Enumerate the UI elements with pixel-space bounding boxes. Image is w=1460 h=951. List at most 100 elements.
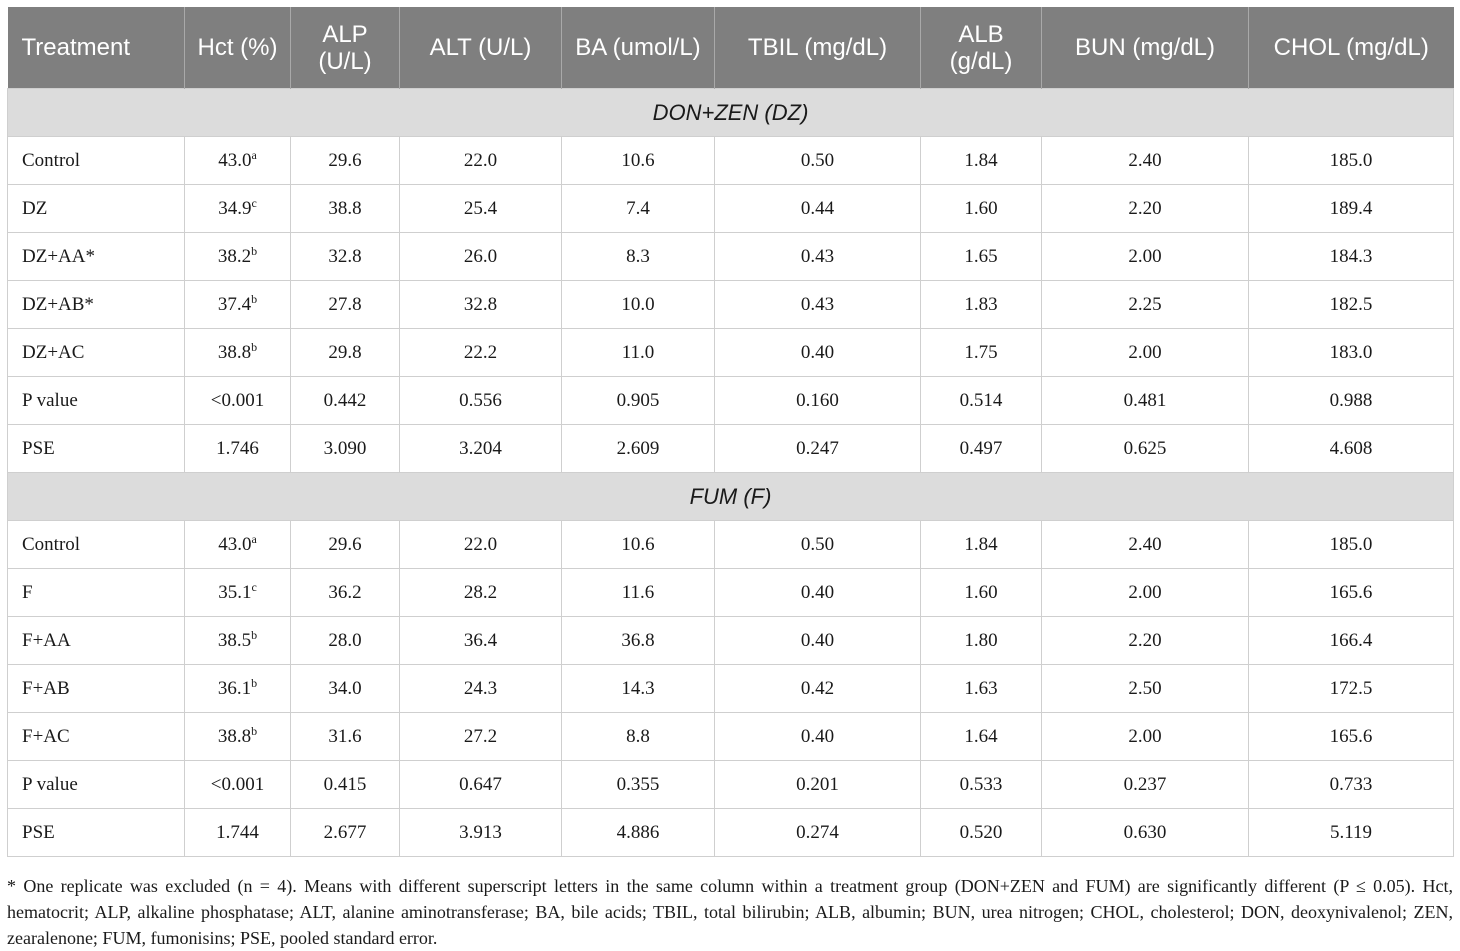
significance-superscript: b <box>251 675 258 690</box>
significance-superscript: b <box>251 291 258 306</box>
cell-alp: 36.2 <box>290 568 400 617</box>
significance-superscript: c <box>251 195 257 210</box>
table-row: PSE 1.746 3.090 3.204 2.609 0.247 0.497 0.625 4.… <box>7 424 1454 473</box>
hct-value: 34.9 <box>218 197 252 219</box>
cell-chol: 185.0 <box>1248 520 1454 569</box>
cell-hct: 36.1b <box>184 664 291 713</box>
cell-tbil: 0.40 <box>714 568 921 617</box>
hct-value: 37.4 <box>217 293 252 315</box>
cell-alt: 3.204 <box>399 424 562 473</box>
cell-treatment: PSE <box>7 424 185 473</box>
cell-chol: 172.5 <box>1248 664 1454 713</box>
group-title: DON+ZEN (DZ) <box>7 88 1454 137</box>
cell-alt: 0.647 <box>399 760 562 809</box>
significance-superscript: b <box>251 627 258 642</box>
cell-treatment: P value <box>7 376 185 425</box>
cell-alp: 2.677 <box>290 808 400 857</box>
cell-chol: 0.988 <box>1248 376 1454 425</box>
hct-value: 1.744 <box>216 821 259 843</box>
significance-superscript: b <box>251 723 258 738</box>
significance-superscript: b <box>251 339 258 354</box>
hct-value: 1.746 <box>216 437 259 459</box>
hct-value: 38.5 <box>217 629 252 651</box>
significance-superscript: a <box>251 531 257 546</box>
cell-ba: 10.6 <box>561 136 715 185</box>
cell-alp: 32.8 <box>290 232 400 281</box>
cell-tbil: 0.44 <box>714 184 921 233</box>
cell-treatment: F+AB <box>7 664 185 713</box>
cell-ba: 4.886 <box>561 808 715 857</box>
cell-treatment: F+AC <box>7 712 185 761</box>
cell-alp: 34.0 <box>290 664 400 713</box>
header-alp: ALP (U/L) <box>290 7 400 89</box>
header-alt: ALT (U/L) <box>399 7 562 89</box>
cell-chol: 183.0 <box>1248 328 1454 377</box>
cell-tbil: 0.160 <box>714 376 921 425</box>
hct-value: <0.001 <box>210 389 265 411</box>
cell-alb: 1.65 <box>920 232 1042 281</box>
cell-tbil: 0.247 <box>714 424 921 473</box>
cell-chol: 4.608 <box>1248 424 1454 473</box>
table-footnote: * One replicate was excluded (n = 4). Me… <box>7 876 1453 948</box>
cell-tbil: 0.201 <box>714 760 921 809</box>
table-row: DZ+AB* 37.4b 27.8 32.8 10.0 0.43 1.83 2.25 182.5 <box>7 280 1454 329</box>
hct-value: 38.8 <box>217 725 252 747</box>
cell-chol: 5.119 <box>1248 808 1454 857</box>
cell-alp: 0.442 <box>290 376 400 425</box>
table-body: DON+ZEN (DZ) Control 43.0a 29.6 22.0 10.6 0.50… <box>7 88 1454 857</box>
cell-chol: 182.5 <box>1248 280 1454 329</box>
cell-ba: 0.355 <box>561 760 715 809</box>
cell-chol: 0.733 <box>1248 760 1454 809</box>
significance-superscript: b <box>251 243 258 258</box>
header-tbil: TBIL (mg/dL) <box>714 7 921 89</box>
cell-bun: 2.00 <box>1041 328 1249 377</box>
cell-tbil: 0.274 <box>714 808 921 857</box>
cell-bun: 0.481 <box>1041 376 1249 425</box>
cell-alp: 31.6 <box>290 712 400 761</box>
cell-alb: 0.520 <box>920 808 1042 857</box>
cell-chol: 166.4 <box>1248 616 1454 665</box>
cell-tbil: 0.40 <box>714 616 921 665</box>
cell-treatment: DZ+AB* <box>7 280 185 329</box>
cell-hct: 38.8b <box>184 712 291 761</box>
cell-ba: 8.8 <box>561 712 715 761</box>
cell-hct: 1.744 <box>184 808 291 857</box>
cell-alt: 28.2 <box>399 568 562 617</box>
cell-chol: 185.0 <box>1248 136 1454 185</box>
cell-alb: 1.84 <box>920 520 1042 569</box>
cell-treatment: F+AA <box>7 616 185 665</box>
cell-tbil: 0.40 <box>714 712 921 761</box>
cell-ba: 8.3 <box>561 232 715 281</box>
cell-alb: 0.497 <box>920 424 1042 473</box>
cell-bun: 2.00 <box>1041 568 1249 617</box>
table-row: PSE 1.744 2.677 3.913 4.886 0.274 0.520 0.630 5.… <box>7 808 1454 857</box>
cell-hct: 43.0a <box>184 136 291 185</box>
cell-bun: 0.630 <box>1041 808 1249 857</box>
cell-alt: 22.2 <box>399 328 562 377</box>
cell-alt: 32.8 <box>399 280 562 329</box>
table-row: F+AB 36.1b 34.0 24.3 14.3 0.42 1.63 2.50 172.5 <box>7 664 1454 713</box>
cell-alp: 28.0 <box>290 616 400 665</box>
cell-tbil: 0.43 <box>714 232 921 281</box>
cell-alp: 38.8 <box>290 184 400 233</box>
cell-alp: 29.6 <box>290 520 400 569</box>
cell-alt: 25.4 <box>399 184 562 233</box>
results-table: Treatment Hct (%) ALP (U/L) ALT (U/L) BA… <box>7 7 1454 857</box>
cell-hct: 37.4b <box>184 280 291 329</box>
cell-bun: 0.237 <box>1041 760 1249 809</box>
table-row: F+AC 38.8b 31.6 27.2 8.8 0.40 1.64 2.00 165.6 <box>7 712 1454 761</box>
cell-ba: 10.6 <box>561 520 715 569</box>
cell-ba: 14.3 <box>561 664 715 713</box>
cell-alb: 0.514 <box>920 376 1042 425</box>
cell-alt: 27.2 <box>399 712 562 761</box>
significance-superscript: a <box>251 147 257 162</box>
cell-hct: <0.001 <box>184 376 291 425</box>
cell-ba: 2.609 <box>561 424 715 473</box>
group-header-row: DON+ZEN (DZ) <box>7 88 1454 137</box>
cell-alt: 0.556 <box>399 376 562 425</box>
cell-ba: 11.6 <box>561 568 715 617</box>
table-row: Control 43.0a 29.6 22.0 10.6 0.50 1.84 2.40 185.… <box>7 136 1454 185</box>
results-table-container: Treatment Hct (%) ALP (U/L) ALT (U/L) BA… <box>7 7 1454 857</box>
cell-alp: 29.8 <box>290 328 400 377</box>
cell-tbil: 0.50 <box>714 136 921 185</box>
